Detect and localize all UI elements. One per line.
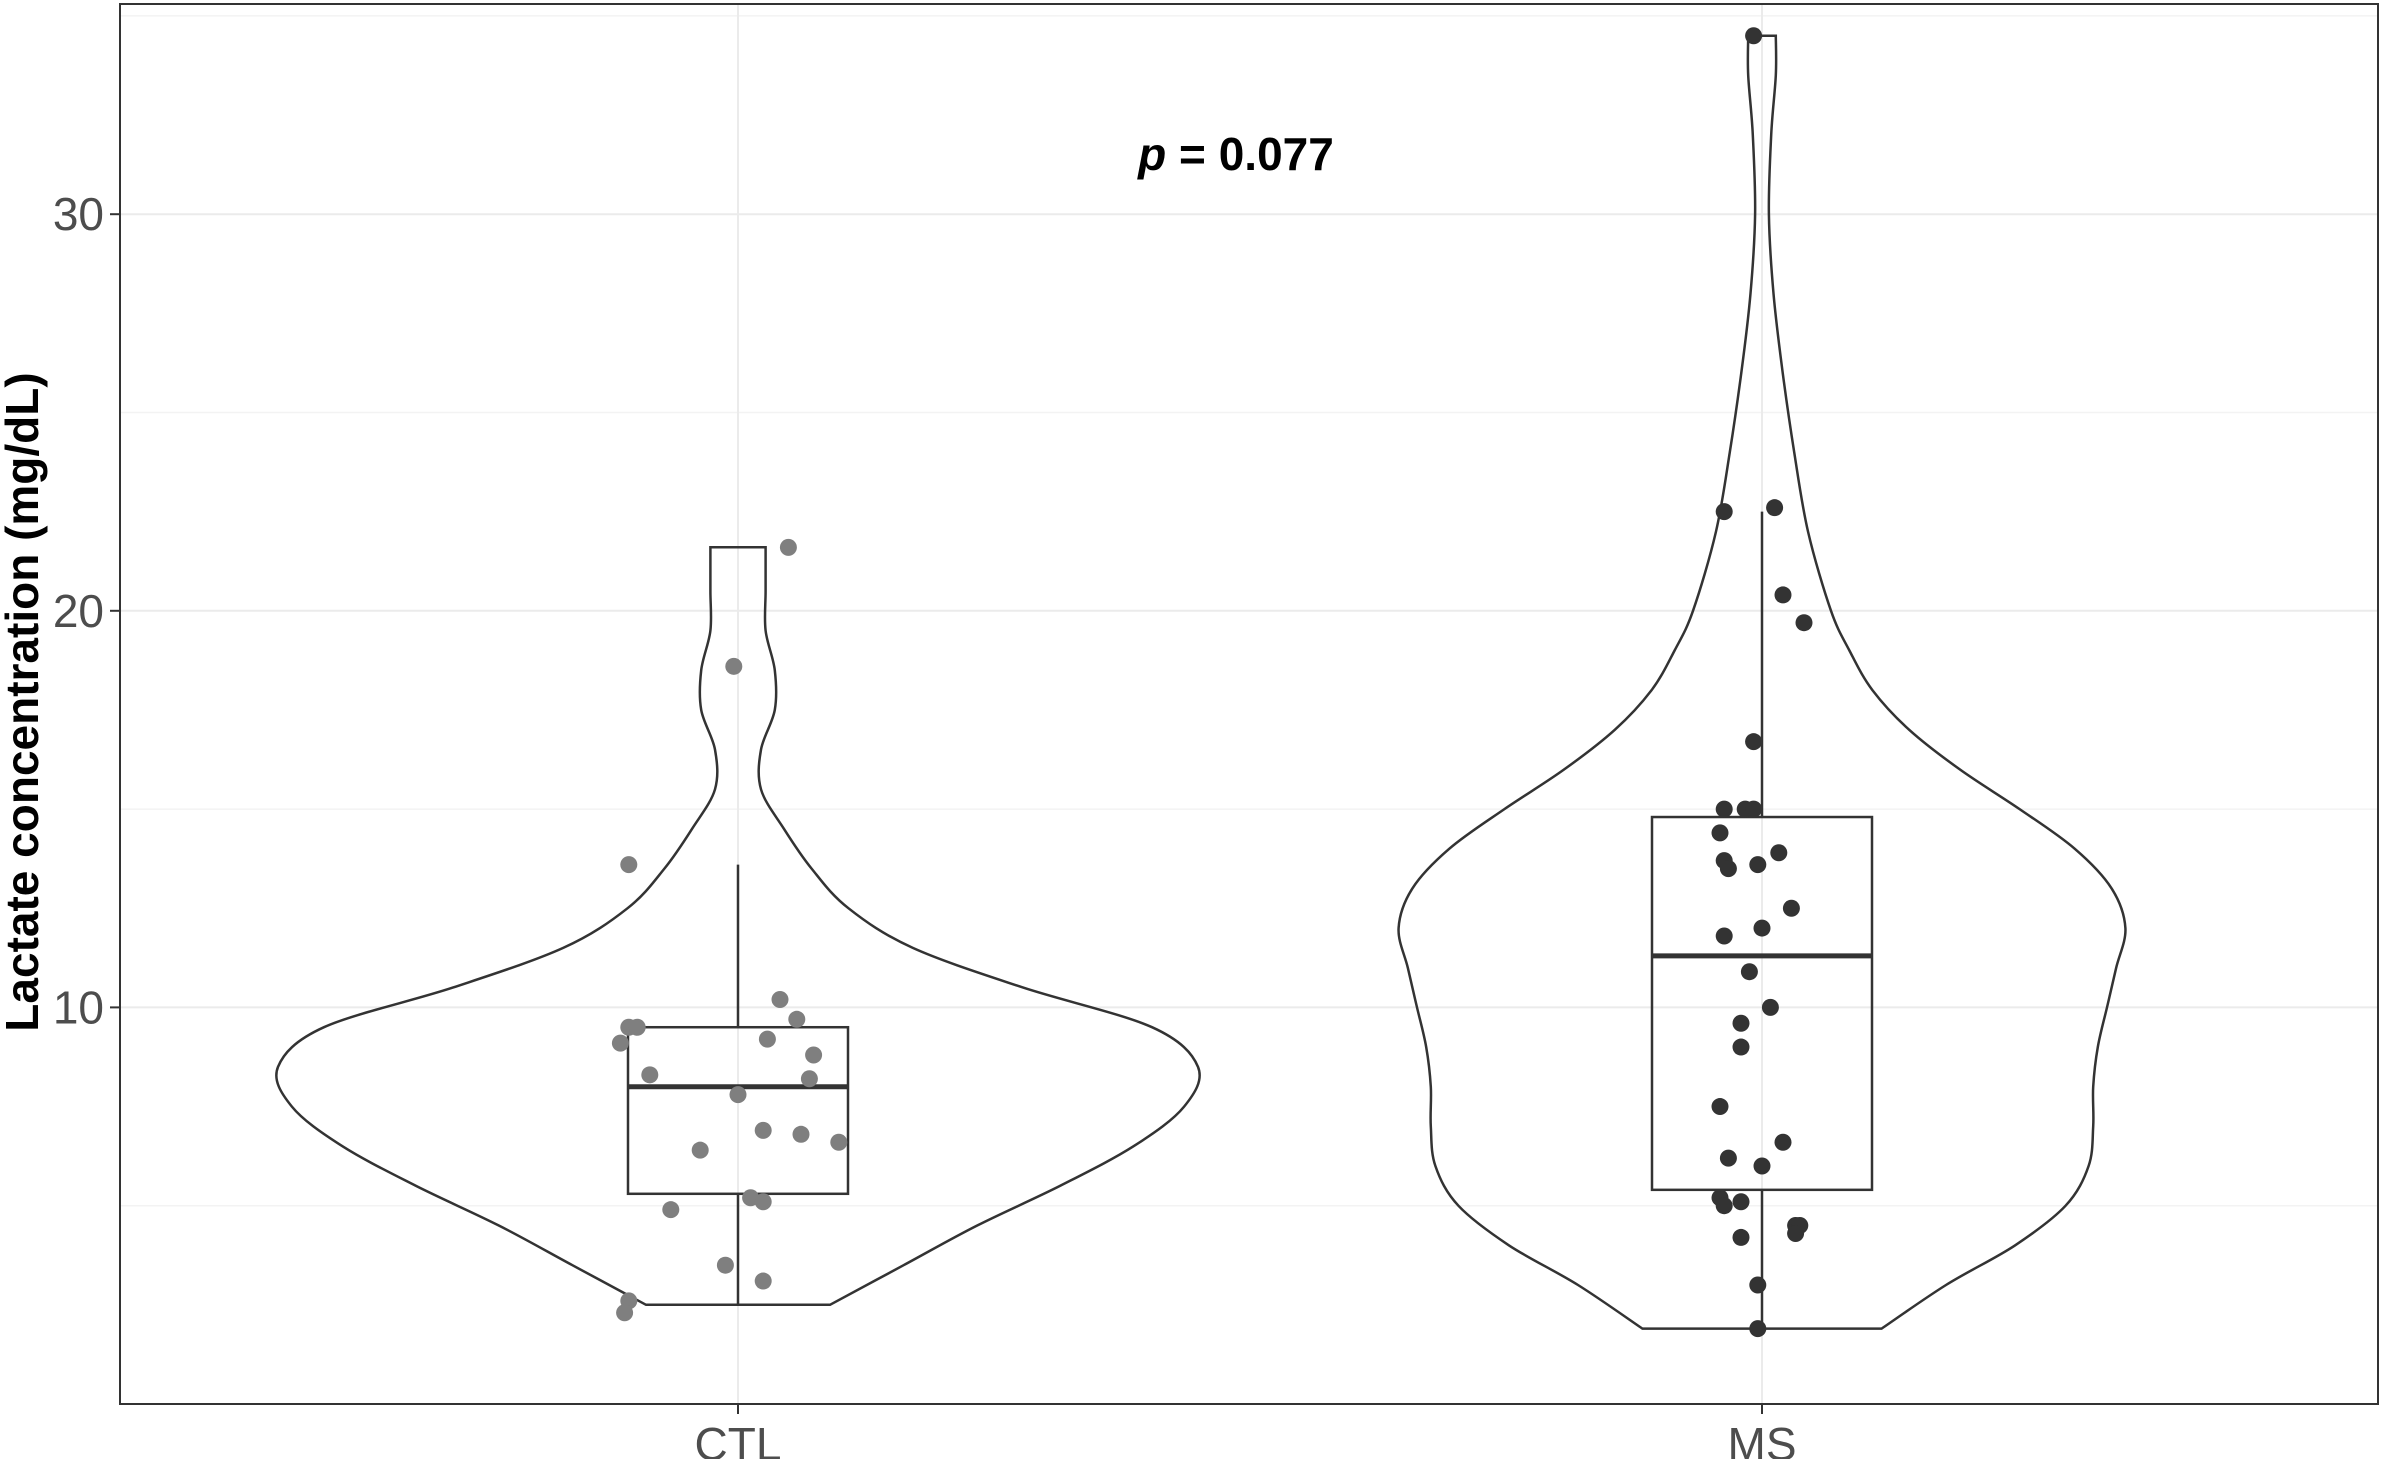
- data-point-ms: [1753, 919, 1771, 937]
- data-point-ctl: [620, 856, 638, 874]
- y-axis-title: Lactate concentration (mg/dL): [0, 372, 48, 1031]
- data-point-ctl: [754, 1121, 772, 1139]
- data-point-ms: [1732, 1014, 1750, 1032]
- x-tick-label-ctl: CTL: [695, 1418, 782, 1459]
- data-point-ctl: [729, 1086, 747, 1104]
- data-point-ctl: [691, 1141, 709, 1159]
- data-point-ms: [1745, 27, 1763, 45]
- data-point-ms: [1711, 824, 1729, 842]
- data-point-ctl: [725, 657, 743, 675]
- data-point-ctl: [754, 1193, 772, 1211]
- data-point-ctl: [616, 1304, 634, 1322]
- data-point-ms: [1782, 899, 1800, 917]
- box-ms: [1650, 815, 1874, 1192]
- violin-ctl: [275, 546, 1201, 1307]
- data-point-ms: [1715, 1197, 1733, 1215]
- data-point-ms: [1787, 1224, 1805, 1242]
- data-point-ms: [1711, 1098, 1729, 1116]
- data-point-ms: [1749, 1320, 1767, 1338]
- data-point-ms: [1761, 998, 1779, 1016]
- data-point-ms: [1715, 800, 1733, 818]
- data-point-ms: [1740, 963, 1758, 981]
- data-point-ms: [1749, 1276, 1767, 1294]
- p-symbol: p: [1136, 128, 1166, 180]
- data-point-ms: [1719, 1149, 1737, 1167]
- data-point-ctl: [800, 1070, 818, 1088]
- data-point-ctl: [779, 538, 797, 556]
- data-point-ms: [1719, 860, 1737, 878]
- data-point-ctl: [754, 1272, 772, 1290]
- y-tick-label: 10: [53, 981, 104, 1033]
- data-point-ctl: [628, 1018, 646, 1036]
- data-point-ms: [1745, 800, 1763, 818]
- y-tick-label: 20: [53, 585, 104, 637]
- data-point-ms: [1770, 844, 1788, 862]
- p-value-annotation: p = 0.077: [1136, 128, 1334, 180]
- data-point-ms: [1749, 856, 1767, 874]
- data-point-ms: [1732, 1193, 1750, 1211]
- data-point-ms: [1715, 503, 1733, 521]
- data-point-ms: [1732, 1038, 1750, 1056]
- data-point-ms: [1732, 1228, 1750, 1246]
- data-point-ctl: [758, 1030, 776, 1048]
- p-value-text: = 0.077: [1166, 128, 1334, 180]
- axis-layer: 10 20 30 CTL MS: [53, 188, 1797, 1459]
- point-layer: [611, 27, 1813, 1338]
- data-point-ms: [1774, 1133, 1792, 1151]
- data-point-ctl: [830, 1133, 848, 1151]
- y-tick-label: 30: [53, 188, 104, 240]
- data-point-ctl: [662, 1201, 680, 1219]
- data-point-ctl: [805, 1046, 823, 1064]
- grid-layer: [120, 4, 2378, 1404]
- data-point-ctl: [641, 1066, 659, 1084]
- data-point-ms: [1715, 927, 1733, 945]
- data-point-ctl: [788, 1010, 806, 1028]
- box-ctl: [626, 1025, 850, 1196]
- data-point-ms: [1795, 614, 1813, 632]
- data-point-ms: [1766, 499, 1784, 517]
- panel-border: [119, 3, 2379, 1405]
- data-point-ms: [1745, 733, 1763, 751]
- data-point-ctl: [792, 1125, 810, 1143]
- x-tick-label-ms: MS: [1728, 1418, 1797, 1459]
- data-point-ms: [1774, 586, 1792, 604]
- data-point-ctl: [771, 990, 789, 1008]
- data-point-ctl: [716, 1256, 734, 1274]
- data-point-ctl: [611, 1034, 629, 1052]
- data-point-ms: [1753, 1157, 1771, 1175]
- violin-layer: [275, 34, 2127, 1330]
